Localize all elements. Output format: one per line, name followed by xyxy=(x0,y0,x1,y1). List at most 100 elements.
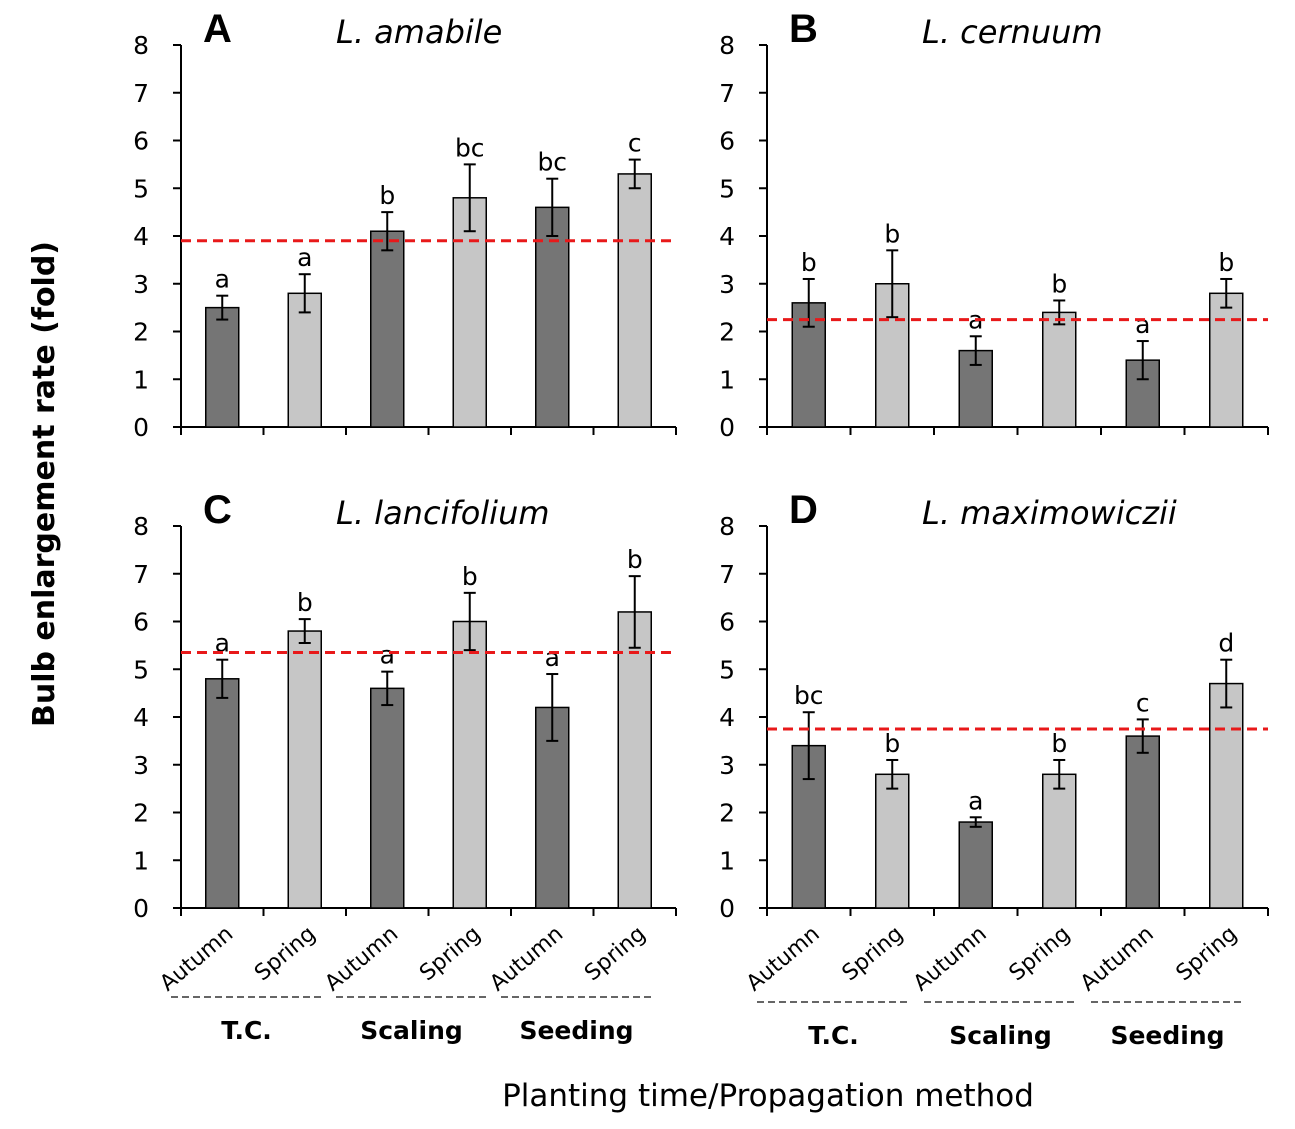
y-tick-label: 0 xyxy=(719,894,735,923)
bar xyxy=(370,230,405,428)
significance-label: b xyxy=(884,219,900,248)
y-tick-label: 8 xyxy=(719,512,735,541)
y-tick-label: 4 xyxy=(133,703,149,732)
x-category-label: Spring xyxy=(1172,921,1242,986)
significance-label: b xyxy=(1051,269,1067,298)
x-category-label: Autumn xyxy=(485,921,568,996)
bar xyxy=(1125,735,1160,909)
bar xyxy=(452,197,487,428)
bar xyxy=(1042,311,1077,428)
bar xyxy=(205,678,240,909)
x-category-label: Autumn xyxy=(320,921,403,996)
y-tick-label: 2 xyxy=(133,799,149,828)
y-axis-label: Bulb enlargement rate (fold) xyxy=(27,241,62,727)
bar xyxy=(875,773,910,909)
bar xyxy=(452,620,487,909)
x-category-label: Autumn xyxy=(742,921,825,996)
y-tick-label: 5 xyxy=(133,655,149,684)
y-tick-label: 1 xyxy=(719,365,735,394)
significance-label: b xyxy=(379,181,395,210)
x-category-label: Autumn xyxy=(1076,921,1159,996)
y-tick-label: 4 xyxy=(133,222,149,251)
x-axis-label: Planting time/Propagation method xyxy=(502,1078,1034,1114)
bar xyxy=(287,630,322,909)
bar xyxy=(370,687,405,909)
y-tick-label: 8 xyxy=(133,512,149,541)
x-category-label: Spring xyxy=(250,921,320,986)
group-label: T.C. xyxy=(808,1021,859,1050)
y-tick-label: 3 xyxy=(719,751,735,780)
y-tick-label: 7 xyxy=(133,79,149,108)
significance-label: bc xyxy=(794,681,824,710)
y-tick-label: 2 xyxy=(133,318,149,347)
significance-label: c xyxy=(1136,688,1150,717)
y-tick-label: 4 xyxy=(719,222,735,251)
panel-letter: C xyxy=(203,488,232,532)
significance-label: a xyxy=(215,265,230,294)
group-label: Scaling xyxy=(949,1021,1052,1050)
y-tick-label: 5 xyxy=(133,174,149,203)
bar xyxy=(535,206,570,428)
x-category-label: Spring xyxy=(1005,921,1075,986)
y-tick-label: 8 xyxy=(133,31,149,60)
significance-label: b xyxy=(1218,248,1234,277)
significance-label: a xyxy=(297,243,312,272)
group-label: T.C. xyxy=(221,1016,272,1045)
significance-label: bc xyxy=(455,133,485,162)
x-category-label: Spring xyxy=(415,921,485,986)
y-tick-label: 4 xyxy=(719,703,735,732)
y-tick-label: 2 xyxy=(719,799,735,828)
x-category-label: Spring xyxy=(580,921,650,986)
group-label: Scaling xyxy=(360,1016,463,1045)
panel-title: L. amabile xyxy=(336,13,502,51)
significance-label: a xyxy=(380,641,395,670)
y-tick-label: 0 xyxy=(719,413,735,442)
significance-label: b xyxy=(297,588,313,617)
panel-title: L. lancifolium xyxy=(336,494,550,532)
significance-label: b xyxy=(462,562,478,591)
y-tick-label: 7 xyxy=(719,560,735,589)
y-tick-label: 0 xyxy=(133,894,149,923)
panel-title: L. cernuum xyxy=(922,13,1103,51)
bar xyxy=(958,821,993,909)
x-category-label: Autumn xyxy=(909,921,992,996)
significance-label: a xyxy=(1135,310,1150,339)
bar xyxy=(1209,682,1244,909)
bar xyxy=(205,306,240,428)
significance-label: a xyxy=(968,786,983,815)
panel-letter: D xyxy=(789,488,818,532)
group-label: Seeding xyxy=(519,1016,633,1045)
x-category-label: Autumn xyxy=(155,921,238,996)
y-tick-label: 6 xyxy=(719,127,735,156)
y-tick-label: 2 xyxy=(719,318,735,347)
significance-label: b xyxy=(884,729,900,758)
significance-label: b xyxy=(1051,729,1067,758)
y-tick-label: 3 xyxy=(133,751,149,780)
y-tick-label: 5 xyxy=(719,174,735,203)
panel-title: L. maximowiczii xyxy=(922,494,1177,532)
y-tick-label: 1 xyxy=(133,846,149,875)
significance-label: d xyxy=(1218,629,1234,658)
y-tick-label: 0 xyxy=(133,413,149,442)
significance-label: a xyxy=(215,629,230,658)
bar xyxy=(617,611,652,909)
y-tick-label: 6 xyxy=(133,127,149,156)
y-tick-label: 6 xyxy=(719,608,735,637)
y-tick-label: 6 xyxy=(133,608,149,637)
y-tick-label: 7 xyxy=(133,560,149,589)
group-label: Seeding xyxy=(1110,1021,1224,1050)
y-tick-label: 1 xyxy=(719,846,735,875)
significance-label: bc xyxy=(537,148,567,177)
panel-letter: B xyxy=(789,7,818,51)
x-category-label: Spring xyxy=(838,921,908,986)
bar xyxy=(1209,292,1244,428)
panel-letter: A xyxy=(203,7,232,51)
bar xyxy=(617,173,652,428)
significance-label: b xyxy=(801,248,817,277)
y-tick-label: 3 xyxy=(719,270,735,299)
bar xyxy=(1042,773,1077,909)
y-tick-label: 3 xyxy=(133,270,149,299)
y-tick-label: 7 xyxy=(719,79,735,108)
y-tick-label: 8 xyxy=(719,31,735,60)
